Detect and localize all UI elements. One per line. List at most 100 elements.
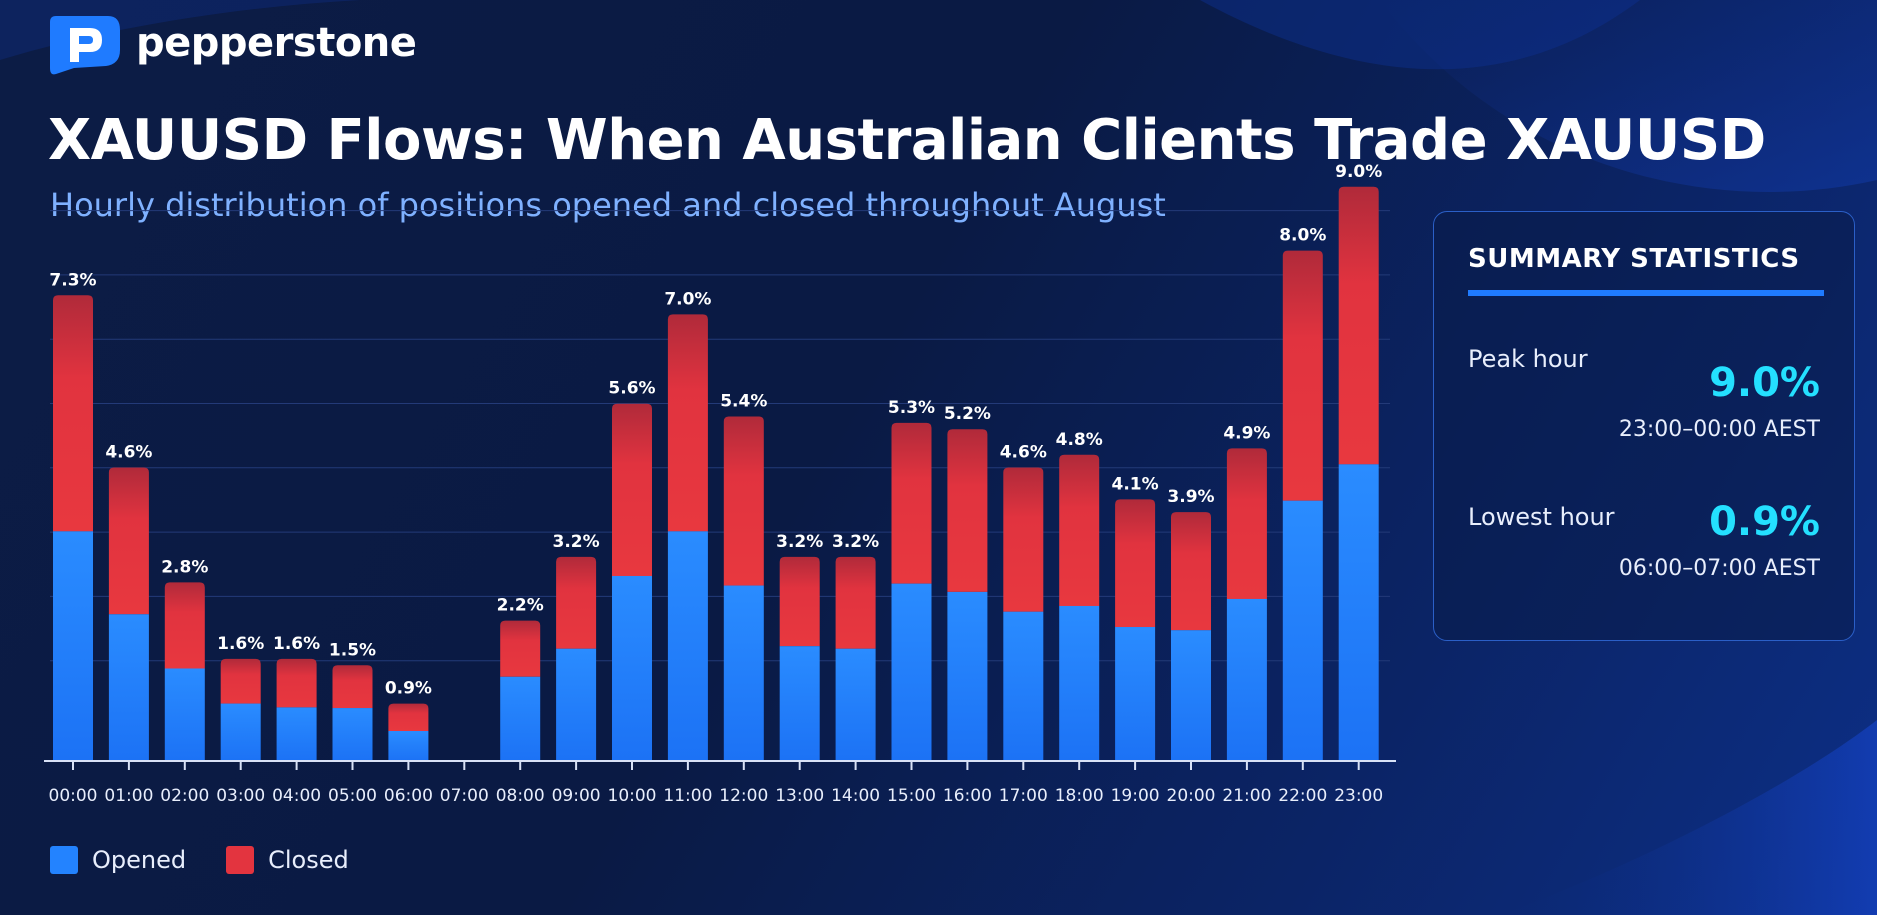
bar-opened-03:00 [220,703,261,761]
x-tick-label-04:00: 04:00 [272,786,321,806]
bar-closed-05:00 [332,665,373,709]
x-tick-label-07:00: 07:00 [440,786,489,806]
bar-opened-17:00 [1003,611,1044,761]
bar-closed-23:00 [1338,186,1379,465]
bar-closed-02:00 [164,582,205,669]
bar-value-label-08:00: 2.2% [497,596,544,616]
bar-closed-18:00 [1059,454,1100,606]
x-tick-label-00:00: 00:00 [49,786,98,806]
bar-value-label-10:00: 5.6% [608,379,655,399]
bar-value-label-22:00: 8.0% [1279,226,1326,246]
page-subtitle: Hourly distribution of positions opened … [50,186,1166,224]
bar-value-label-04:00: 1.6% [273,634,320,654]
bar-closed-12:00 [723,416,764,586]
legend-opened-label: Opened [92,846,187,874]
bar-closed-11:00 [667,314,708,532]
legend-closed-label: Closed [268,846,349,874]
bar-closed-01:00 [108,467,149,615]
x-tick-label-15:00: 15:00 [887,786,936,806]
bar-value-label-20:00: 3.9% [1167,487,1214,507]
bar-opened-09:00 [556,648,597,761]
bar-opened-18:00 [1059,605,1100,761]
bar-value-label-00:00: 7.3% [49,270,96,290]
x-tick-label-10:00: 10:00 [608,786,657,806]
bar-value-label-09:00: 3.2% [553,532,600,552]
bar-value-label-14:00: 3.2% [832,532,879,552]
bar-value-label-18:00: 4.8% [1056,430,1103,450]
x-axis-ticks: 00:00 01:00 02:00 03:00 04:00 05:00 06:00 07:00… [49,761,1383,806]
summary-statistics-card: SUMMARY STATISTICS Peak hour 9.0% 23:00–… [1433,211,1855,641]
bar-opened-13:00 [779,646,820,761]
brand-name: pepperstone [136,20,417,66]
bar-closed-17:00 [1003,467,1044,612]
bar-closed-22:00 [1282,250,1323,501]
bar-closed-04:00 [276,658,317,708]
chart-value-labels: 7.3% 4.6% 2.8% 1.6% 1.6% 1.5% 0.9% 2.2% 3.2% 5.6%… [49,162,1382,699]
x-tick-label-20:00: 20:00 [1167,786,1216,806]
stacked-bar-chart: 7.3% 4.6% 2.8% 1.6% 1.6% 1.5% 0.9% 2.2% 3.2% 5.6%… [44,162,1396,806]
legend-opened-swatch [50,846,78,874]
lowest-hour-value: 0.9% [1709,499,1820,545]
page-title: XAUUSD Flows: When Australian Clients Tr… [48,108,1766,173]
summary-title: SUMMARY STATISTICS [1468,244,1800,274]
bar-closed-15:00 [891,422,932,584]
chart-bars [53,186,1379,761]
bar-value-label-17:00: 4.6% [1000,443,1047,463]
x-tick-label-12:00: 12:00 [719,786,768,806]
brand-logo: pepperstone [48,10,417,76]
bar-opened-04:00 [276,707,317,761]
bar-opened-16:00 [947,591,988,761]
bar-opened-21:00 [1226,598,1267,761]
x-tick-label-02:00: 02:00 [160,786,209,806]
bar-value-label-05:00: 1.5% [329,640,376,660]
x-tick-label-05:00: 05:00 [328,786,377,806]
x-tick-label-06:00: 06:00 [384,786,433,806]
bar-value-label-23:00: 9.0% [1335,162,1382,182]
bar-value-label-01:00: 4.6% [105,443,152,463]
bar-value-label-13:00: 3.2% [776,532,823,552]
x-tick-label-03:00: 03:00 [216,786,265,806]
x-tick-label-23:00: 23:00 [1334,786,1383,806]
bar-closed-19:00 [1115,499,1156,628]
bar-value-label-19:00: 4.1% [1112,474,1159,494]
x-tick-label-09:00: 09:00 [552,786,601,806]
pepperstone-logo-icon [50,16,120,75]
peak-hour-value: 9.0% [1709,360,1820,406]
legend-opened: Opened [50,846,186,874]
bar-opened-19:00 [1115,627,1156,761]
bar-closed-14:00 [835,556,876,649]
x-tick-label-18:00: 18:00 [1055,786,1104,806]
bar-closed-08:00 [500,620,541,677]
bar-closed-20:00 [1171,512,1211,631]
x-tick-label-14:00: 14:00 [831,786,880,806]
x-tick-label-22:00: 22:00 [1278,786,1327,806]
x-tick-label-08:00: 08:00 [496,786,545,806]
bar-opened-14:00 [835,648,876,761]
bar-value-label-12:00: 5.4% [720,391,767,411]
bar-closed-13:00 [779,556,820,647]
bar-opened-01:00 [108,614,149,761]
bar-closed-00:00 [53,295,93,532]
x-tick-label-01:00: 01:00 [104,786,153,806]
peak-hour-range: 23:00–00:00 AEST [1618,417,1820,442]
legend-closed-swatch [226,846,255,874]
lowest-hour-range: 06:00–07:00 AEST [1618,556,1820,581]
bar-value-label-11:00: 7.0% [664,289,711,309]
chart-gridlines [50,210,1390,662]
bar-closed-21:00 [1226,448,1267,599]
peak-hour-label: Peak hour [1468,345,1588,373]
summary-divider [1468,290,1824,296]
bar-closed-10:00 [612,403,652,576]
x-tick-label-19:00: 19:00 [1111,786,1160,806]
bar-value-label-15:00: 5.3% [888,398,935,418]
legend-closed: Closed [226,846,349,874]
lowest-hour-label: Lowest hour [1468,503,1615,531]
bar-opened-11:00 [667,531,708,761]
bar-opened-22:00 [1282,500,1323,761]
bar-opened-00:00 [53,531,93,761]
bar-closed-03:00 [220,658,261,704]
bar-opened-10:00 [612,575,652,761]
bar-value-label-02:00: 2.8% [161,557,208,577]
bar-opened-12:00 [723,585,764,761]
bar-opened-02:00 [164,668,205,761]
